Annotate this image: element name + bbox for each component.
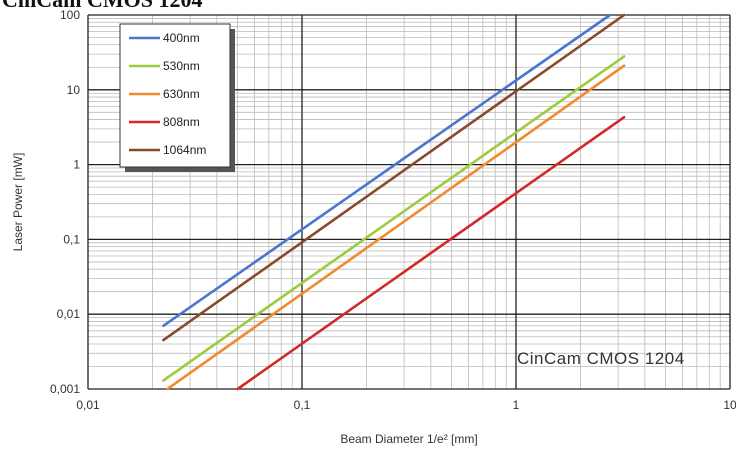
y-tick-label: 10 [67, 83, 81, 97]
series-line-530nm [162, 55, 626, 382]
page-title: CinCam CMOS 1204 [2, 0, 202, 13]
legend-label-630nm: 630nm [163, 87, 200, 101]
legend-box [119, 23, 231, 168]
series-line-630nm [166, 64, 626, 391]
legend: 400nm 530nm 630nm 808nm 1064nm [119, 23, 235, 172]
legend-label-808nm: 808nm [163, 115, 200, 129]
y-tick-label: 100 [60, 8, 80, 22]
grid-minor [88, 15, 730, 389]
legend-label-400nm: 400nm [163, 31, 200, 45]
y-tick-label: 1 [73, 158, 80, 172]
y-tick-label: 0,001 [50, 382, 80, 396]
y-axis-label: Laser Power [mW] [11, 153, 25, 252]
y-tick-labels: 0,001 0,01 0,1 1 10 100 [50, 8, 80, 396]
x-tick-label: 1 [513, 398, 520, 412]
series-layer [162, 13, 626, 391]
x-axis-label: Beam Diameter 1/e² [mm] [340, 432, 477, 446]
x-tick-label: 0,1 [294, 398, 311, 412]
y-tick-label: 0,01 [57, 307, 81, 321]
y-tick-label: 0,1 [63, 232, 80, 246]
x-tick-label: 0,01 [76, 398, 100, 412]
series-line-1064nm [162, 13, 626, 342]
x-tick-labels: 0,01 0,1 1 10 [76, 398, 736, 412]
legend-label-1064nm: 1064nm [163, 143, 206, 157]
instrument-annotation: CinCam CMOS 1204 [517, 349, 685, 368]
series-line-400nm [162, 13, 612, 328]
legend-label-530nm: 530nm [163, 59, 200, 73]
series-line-808nm [236, 115, 626, 391]
x-tick-label: 10 [723, 398, 736, 412]
